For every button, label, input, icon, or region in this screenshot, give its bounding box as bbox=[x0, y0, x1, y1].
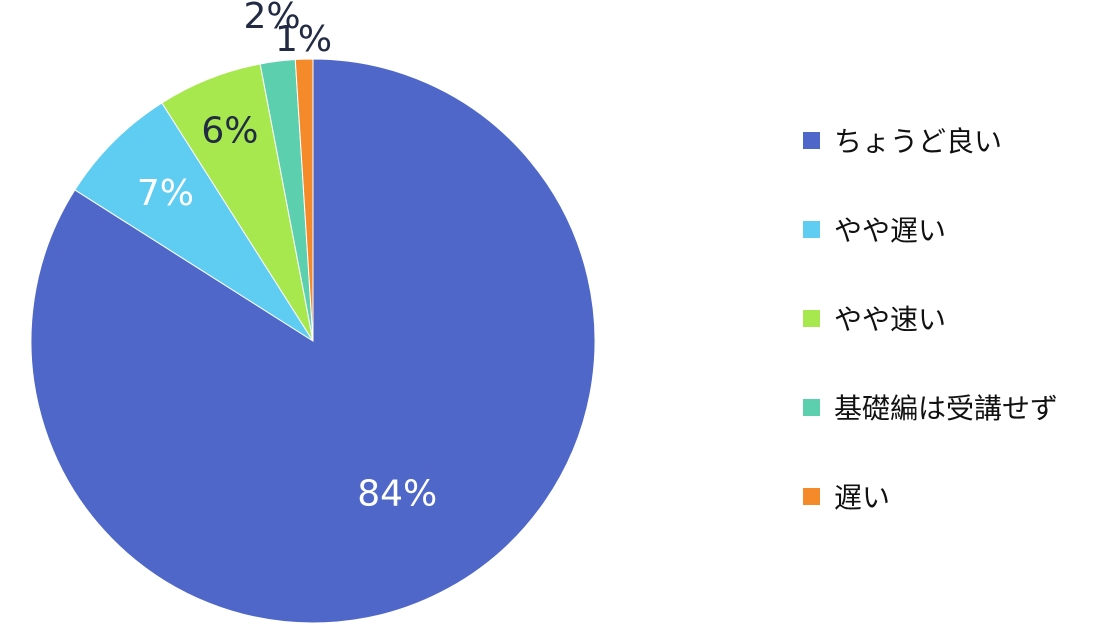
slice-data-label: 1% bbox=[275, 19, 332, 60]
legend-label: やや遅い bbox=[834, 214, 947, 247]
pie-slices bbox=[30, 58, 596, 624]
pie-slice bbox=[294, 58, 314, 342]
legend-label: ちょうど良い bbox=[834, 125, 1003, 158]
legend-swatch bbox=[803, 398, 820, 416]
legend-swatch bbox=[803, 220, 820, 238]
legend-item: 基礎編は受講せず bbox=[803, 387, 1058, 427]
legend-swatch bbox=[803, 309, 820, 327]
pie-slice bbox=[74, 102, 314, 342]
legend-item: ちょうど良い bbox=[803, 120, 1002, 160]
legend-label: 基礎編は受講せず bbox=[834, 392, 1059, 425]
slice-data-label: 84% bbox=[357, 474, 437, 515]
pie-data-labels: 84% 7%6% 2%1% bbox=[137, 0, 437, 515]
legend-item: やや速い bbox=[803, 298, 946, 338]
slice-data-label: 6% bbox=[201, 111, 258, 152]
slice-data-label: 2% bbox=[243, 0, 300, 37]
legend-swatch bbox=[803, 131, 820, 149]
legend-label: やや速い bbox=[834, 303, 947, 336]
legend-item: やや遅い bbox=[803, 209, 946, 249]
legend-swatch bbox=[803, 487, 820, 505]
slice-data-label: 7% bbox=[137, 173, 194, 214]
legend-label: 遅い bbox=[834, 481, 891, 514]
legend-item: 遅い bbox=[803, 476, 890, 516]
